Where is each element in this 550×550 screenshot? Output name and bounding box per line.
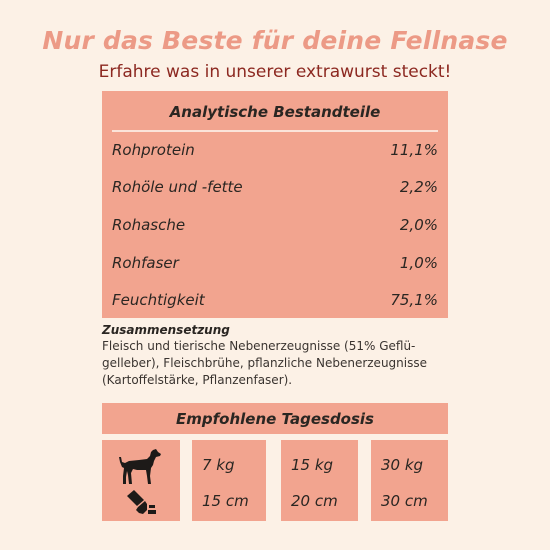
composition-line: Fleisch und tierische Nebenerzeugnisse (… [102, 339, 416, 353]
dosage-heading: Empfohlene Tagesdosis [176, 410, 374, 428]
composition-line: (Kartoffelstärke, Pflanzenfaser). [102, 373, 293, 387]
dosage-heading-bar: Empfohlene Tagesdosis [102, 403, 448, 434]
analysis-panel: Analytische Bestandteile Rohprotein 11,1… [102, 91, 448, 318]
analysis-row-label: Rohasche [112, 216, 186, 234]
sausage-slice-icon [127, 490, 156, 514]
analysis-row-value: 11,1% [390, 141, 438, 159]
analysis-row-label: Rohprotein [112, 141, 195, 159]
analysis-row-label: Rohfaser [112, 254, 179, 272]
dosage-column: 15 kg 20 cm [281, 440, 358, 521]
analysis-row: Rohfaser 1,0% [112, 254, 438, 276]
dosage-weight: 30 kg [381, 456, 424, 474]
dosage-length: 15 cm [202, 492, 249, 510]
analysis-row: Feuchtigkeit 75,1% [112, 291, 438, 313]
analysis-row-label: Rohöle und -fette [112, 178, 243, 196]
dosage-column: 7 kg 15 cm [192, 440, 266, 521]
analysis-row-value: 2,0% [399, 216, 438, 234]
composition-heading: Zusammensetzung [102, 323, 230, 337]
composition-line: gelleber), Fleischbrühe, pflanzliche Neb… [102, 356, 427, 370]
dosage-column: 30 kg 30 cm [371, 440, 448, 521]
analysis-row-value: 2,2% [399, 178, 438, 196]
dosage-weight: 7 kg [202, 456, 235, 474]
page-subtitle: Erfahre was in unserer extrawurst steckt… [98, 62, 452, 82]
analysis-heading: Analytische Bestandteile [169, 103, 381, 121]
analysis-row-label: Feuchtigkeit [112, 291, 205, 309]
analysis-row-value: 75,1% [390, 291, 438, 309]
analysis-row-value: 1,0% [399, 254, 438, 272]
analysis-row: Rohasche 2,0% [112, 216, 438, 238]
page-title: Nur das Beste für deine Fellnase [42, 26, 508, 55]
dog-icon [119, 449, 161, 484]
dosage-weight: 15 kg [291, 456, 334, 474]
composition-section: Zusammensetzung Fleisch und tierische Ne… [102, 323, 452, 389]
dosage-length: 30 cm [381, 492, 428, 510]
dosage-length: 20 cm [291, 492, 338, 510]
analysis-row: Rohprotein 11,1% [112, 141, 438, 163]
dosage-icon-cell [102, 440, 180, 521]
analysis-row: Rohöle und -fette 2,2% [112, 178, 438, 200]
analysis-divider [112, 130, 438, 132]
